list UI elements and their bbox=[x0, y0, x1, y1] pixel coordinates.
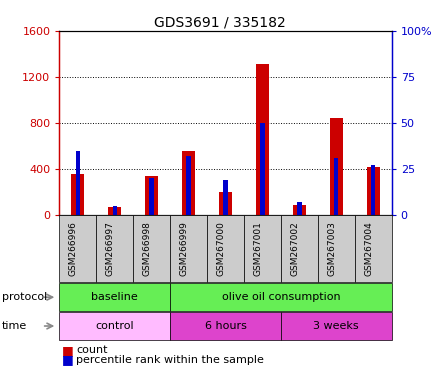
Bar bbox=[297, 202, 301, 215]
Text: GSM266997: GSM266997 bbox=[106, 221, 115, 276]
Text: GSM267002: GSM267002 bbox=[290, 221, 299, 276]
Bar bbox=[367, 167, 380, 215]
Bar bbox=[108, 207, 121, 215]
Text: count: count bbox=[76, 345, 108, 355]
Text: GSM267004: GSM267004 bbox=[364, 221, 373, 276]
Bar bbox=[150, 178, 154, 215]
Text: olive oil consumption: olive oil consumption bbox=[222, 292, 340, 302]
Text: GSM267001: GSM267001 bbox=[253, 221, 262, 276]
Bar bbox=[113, 206, 117, 215]
Bar bbox=[71, 174, 84, 215]
Text: GDS3691 / 335182: GDS3691 / 335182 bbox=[154, 15, 286, 29]
Text: 6 hours: 6 hours bbox=[205, 321, 246, 331]
Text: baseline: baseline bbox=[92, 292, 138, 302]
Text: ■: ■ bbox=[62, 353, 73, 366]
Bar bbox=[219, 192, 232, 215]
Bar bbox=[76, 151, 80, 215]
Text: percentile rank within the sample: percentile rank within the sample bbox=[76, 355, 264, 365]
Text: protocol: protocol bbox=[2, 292, 48, 302]
Text: 3 weeks: 3 weeks bbox=[313, 321, 359, 331]
Bar bbox=[334, 158, 338, 215]
Bar bbox=[371, 165, 375, 215]
Text: ■: ■ bbox=[62, 344, 73, 357]
Text: GSM267003: GSM267003 bbox=[327, 221, 336, 276]
Text: GSM266999: GSM266999 bbox=[180, 221, 189, 276]
Text: GSM266996: GSM266996 bbox=[69, 221, 78, 276]
Bar bbox=[145, 176, 158, 215]
Bar bbox=[187, 156, 191, 215]
Text: GSM267000: GSM267000 bbox=[216, 221, 225, 276]
Text: time: time bbox=[2, 321, 27, 331]
Bar bbox=[256, 64, 269, 215]
Bar bbox=[223, 180, 228, 215]
Text: GSM266998: GSM266998 bbox=[143, 221, 152, 276]
Bar bbox=[330, 118, 343, 215]
Bar bbox=[260, 123, 264, 215]
Bar bbox=[182, 151, 195, 215]
Text: control: control bbox=[95, 321, 134, 331]
Bar bbox=[293, 205, 306, 215]
